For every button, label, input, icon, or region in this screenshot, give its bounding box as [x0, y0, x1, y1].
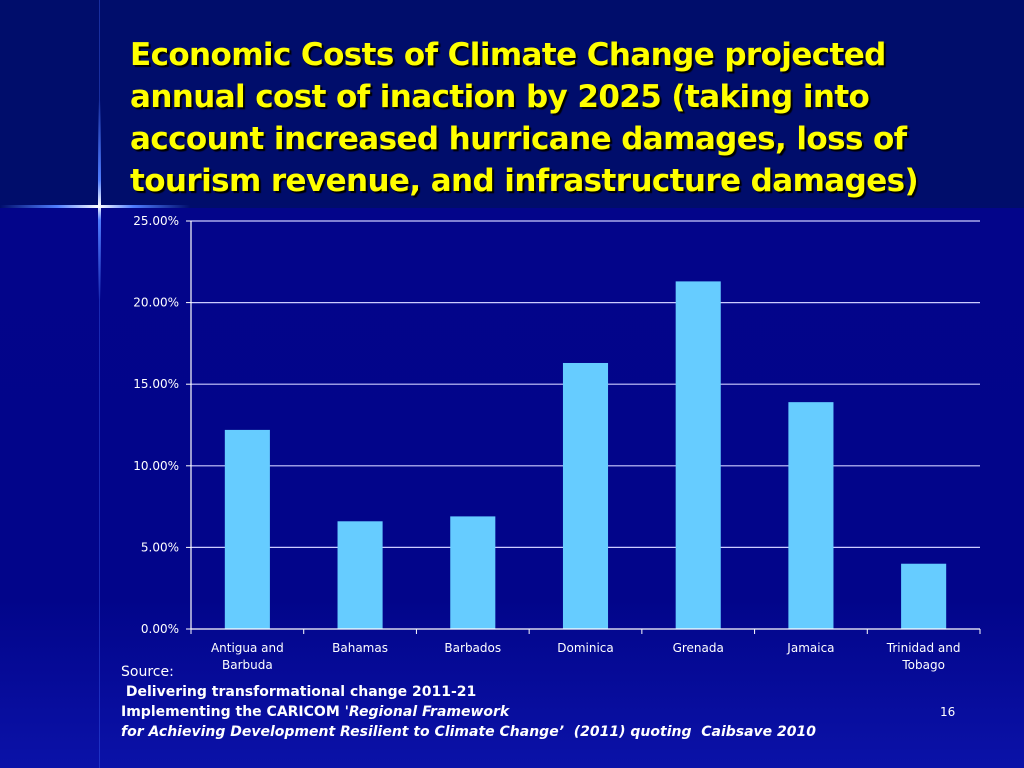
- axes: [186, 220, 981, 634]
- y-tick-label: 0.00%: [141, 622, 179, 636]
- bar-grenada: [675, 281, 721, 629]
- content-band: [0, 208, 1024, 768]
- x-tick-label: Dominica: [557, 641, 614, 655]
- bar-dominica: [562, 362, 609, 629]
- y-tick-label: 5.00%: [141, 540, 179, 554]
- bars: [224, 281, 947, 629]
- source-line-1: Delivering transformational change 2011-…: [121, 684, 477, 700]
- title-line: account increased hurricane damages, los…: [130, 121, 907, 157]
- x-axis-tick-labels: Antigua and Barbuda Bahamas Barbados Dominic…: [211, 641, 961, 672]
- page-number: 16: [940, 705, 956, 719]
- x-tick-label: Antigua and: [211, 641, 284, 655]
- x-tick-label: Bahamas: [332, 641, 388, 655]
- title-band: [0, 0, 1024, 208]
- slide-title: Economic Costs of Climate Change project…: [130, 34, 990, 202]
- bar-trinidad-and-tobago: [901, 563, 947, 629]
- source-label: Source:: [121, 664, 174, 680]
- x-tick-label: Trinidad and: [886, 641, 961, 655]
- bar-jamaica: [788, 402, 834, 629]
- bar-barbados: [450, 516, 496, 629]
- x-tick-label: Grenada: [673, 641, 724, 655]
- y-tick-label: 10.00%: [133, 459, 179, 473]
- title-line: tourism revenue, and infrastructure dama…: [130, 163, 919, 199]
- star-flare-horizontal: [0, 205, 190, 208]
- decorative-vertical-line: [99, 0, 100, 768]
- bar-bahamas: [337, 521, 383, 629]
- x-tick-label: Barbuda: [222, 658, 273, 672]
- title-line: Economic Costs of Climate Change project…: [130, 37, 886, 73]
- source-citation: Source: Delivering transformational chan…: [121, 662, 816, 742]
- source-line-2: Implementing the CARICOM 'Regional Frame…: [121, 702, 816, 722]
- x-tick-label: Jamaica: [786, 641, 834, 655]
- bar-antigua-and-barbuda: [224, 429, 270, 629]
- source-line-2-bold: Implementing the CARICOM: [121, 704, 345, 720]
- y-tick-label: 20.00%: [133, 296, 179, 310]
- y-axis-tick-labels: 0.00% 5.00% 10.00% 15.00% 20.00% 25.00%: [133, 214, 179, 636]
- source-line-2-italic: 'Regional Framework: [344, 704, 510, 720]
- x-tick-label: Barbados: [444, 641, 501, 655]
- source-line-3: for Achieving Development Resilient to C…: [121, 724, 817, 740]
- y-tick-label: 25.00%: [133, 214, 179, 228]
- x-tick-label: Tobago: [901, 658, 945, 672]
- y-tick-label: 15.00%: [133, 377, 179, 391]
- star-flare-vertical: [98, 100, 101, 300]
- title-line: annual cost of inaction by 2025 (taking …: [130, 79, 870, 115]
